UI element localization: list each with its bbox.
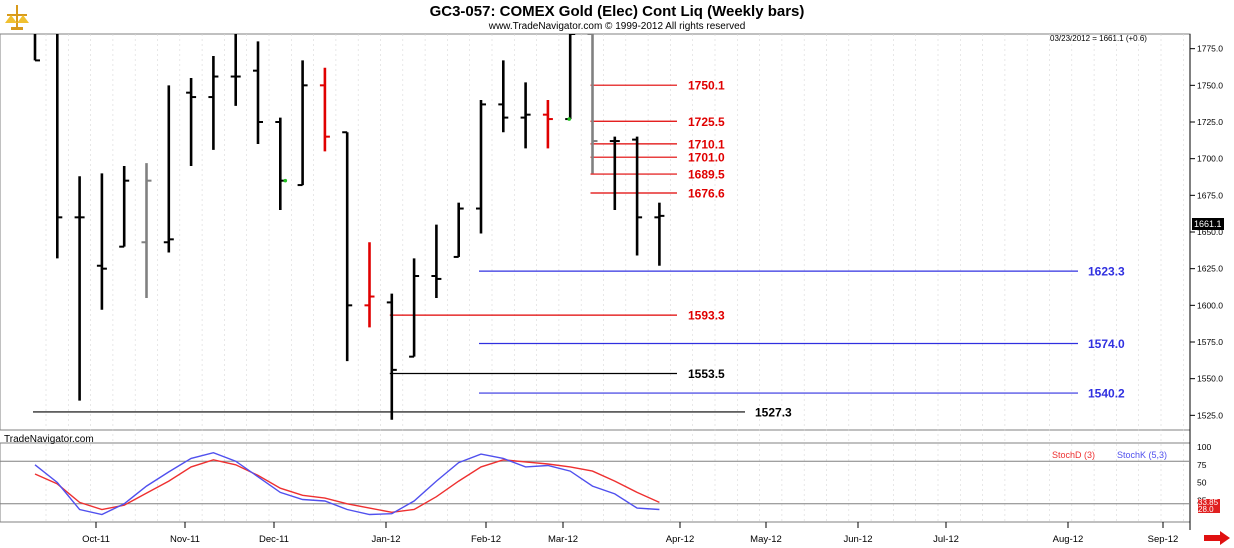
price-bar (208, 56, 219, 150)
price-bar (119, 166, 130, 248)
price-bar (409, 258, 420, 358)
stoch-tick-label: 100 (1197, 442, 1211, 452)
y-tick-label: 1675.0 (1197, 190, 1223, 200)
y-tick-label: 1575.0 (1197, 337, 1223, 347)
stoch-value-marker: 33.85 28.0 (1198, 498, 1220, 514)
price-bar (55, 34, 63, 259)
price-bars (33, 34, 665, 420)
price-bar (141, 163, 152, 298)
price-bar (476, 100, 486, 234)
price-bar (654, 202, 665, 266)
price-bar (96, 173, 107, 310)
x-tick-label: Aug-12 (1053, 534, 1084, 545)
price-bar (520, 82, 531, 149)
last-quote: 03/23/2012 = 1661.1 (+0.6) (1050, 34, 1147, 43)
price-bar (253, 41, 263, 144)
price-bar (632, 136, 643, 256)
stoch-panel-frame (0, 442, 1191, 523)
price-bar (186, 78, 197, 166)
y-tick-label: 1650.0 (1197, 227, 1223, 237)
y-tick-label: 1700.0 (1197, 154, 1223, 164)
price-bar (609, 136, 620, 210)
level-label: 1553.5 (688, 367, 725, 381)
y-tick-label: 1550.0 (1197, 374, 1223, 384)
stochd-line (34, 459, 660, 514)
trading-logo-icon (5, 5, 29, 30)
x-tick-label: May-12 (750, 534, 782, 545)
stoch-tick-label: 75 (1197, 460, 1207, 470)
price-bar (163, 85, 174, 253)
stochk-line (34, 451, 660, 516)
price-bar (386, 293, 397, 420)
x-tick-label: Sep-12 (1148, 534, 1179, 545)
stoch-tick-label: 50 (1197, 478, 1207, 488)
chart-title: GC3-057: COMEX Gold (Elec) Cont Liq (Wee… (429, 3, 805, 20)
price-bar (453, 202, 464, 258)
x-tick-label: Jan-12 (371, 534, 400, 545)
x-tick-label: Dec-11 (259, 534, 289, 545)
y-tick-label: 1625.0 (1197, 264, 1223, 274)
level-label: 1527.3 (755, 405, 792, 419)
stoch-value-d: 33.85 (1198, 498, 1219, 507)
watermark-label: TradeNavigator.com (4, 434, 94, 445)
level-label: 1593.3 (688, 309, 725, 323)
chart-subtitle: www.TradeNavigator.com © 1999-2012 All r… (488, 21, 746, 32)
legend-stochk: StochK (5,3) (1117, 450, 1168, 460)
y-tick-label: 1600.0 (1197, 300, 1223, 310)
x-tick-label: Nov-11 (170, 534, 200, 545)
level-label: 1574.0 (1088, 337, 1125, 351)
y-tick-label: 1775.0 (1197, 44, 1223, 54)
level-label: 1725.5 (688, 115, 725, 129)
x-tick-label: Apr-12 (666, 534, 695, 545)
x-tick-label: Oct-11 (82, 534, 110, 545)
price-bar (542, 100, 553, 149)
y-tick-label: 1750.0 (1197, 80, 1223, 90)
level-label: 1623.3 (1088, 265, 1125, 279)
x-tick-label: Feb-12 (471, 534, 501, 545)
signal-marker (567, 117, 571, 121)
right-arrow-icon[interactable] (1204, 531, 1230, 545)
price-bar (275, 117, 286, 210)
price-bar (33, 34, 40, 62)
price-bar (230, 34, 241, 106)
level-label: 1701.0 (688, 151, 725, 165)
price-bar (587, 34, 598, 174)
stoch-value-k: 28.0 (1198, 505, 1214, 514)
price-bar (319, 67, 330, 152)
legend-stochd: StochD (3) (1052, 450, 1096, 460)
x-tick-label: Jul-12 (933, 534, 959, 545)
level-label: 1676.6 (688, 186, 725, 200)
price-bar (74, 176, 85, 401)
level-label: 1710.1 (688, 137, 725, 151)
y-tick-label: 1525.0 (1197, 410, 1223, 420)
level-label: 1689.5 (688, 168, 725, 182)
last-price-marker: 1661.1 (1192, 218, 1224, 230)
signal-marker (283, 178, 288, 183)
y-tick-label: 1725.0 (1197, 117, 1223, 127)
price-bar (498, 60, 509, 133)
x-tick-label: Jun-12 (843, 534, 872, 545)
level-label: 1540.2 (1088, 387, 1125, 401)
price-bar (342, 131, 353, 362)
level-label: 1750.1 (688, 79, 725, 93)
price-bar (297, 60, 308, 187)
price-bar (364, 242, 375, 328)
price-bar (431, 224, 442, 298)
x-tick-label: Mar-12 (548, 534, 578, 545)
price-panel-frame (0, 33, 1191, 431)
